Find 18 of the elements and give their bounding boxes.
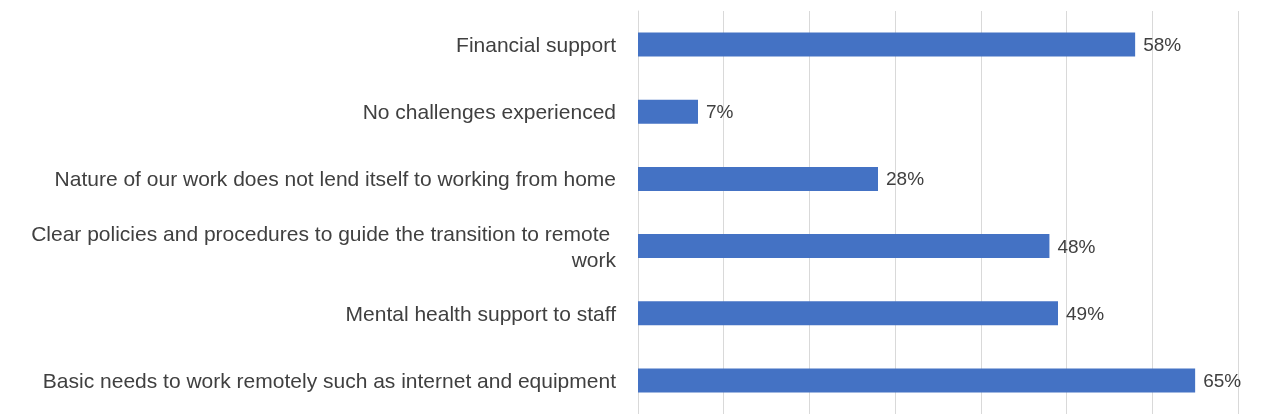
bar [638, 301, 1058, 326]
bar [638, 166, 878, 191]
data-label: 48% [1057, 235, 1096, 257]
y-tick-label: No challenges experienced [362, 100, 616, 124]
bar [638, 368, 1196, 393]
bar [638, 32, 1136, 57]
y-tick-label: Financial support [456, 33, 617, 57]
y-tick-label: Clear policies and procedures to guide the transition to remote work [31, 221, 617, 271]
data-label: 49% [1066, 302, 1105, 324]
bar [638, 234, 1050, 259]
y-tick-label: Nature of our work does not lend itself to working from home [54, 167, 616, 191]
data-label: 7% [706, 101, 734, 123]
data-label: 58% [1143, 34, 1182, 56]
y-tick-label: Basic needs to work remotely such as internet and equipment [42, 368, 617, 392]
bar [638, 99, 698, 124]
y-tick-label: Mental health support to staff [345, 301, 617, 325]
data-label: 65% [1203, 369, 1242, 391]
data-label: 28% [886, 168, 925, 190]
